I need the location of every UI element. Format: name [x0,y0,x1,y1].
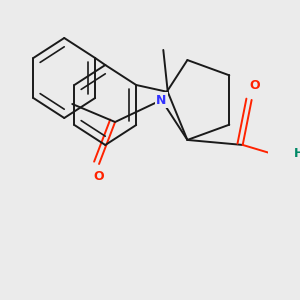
Text: N: N [156,94,167,106]
Text: O: O [249,80,260,92]
Text: O: O [94,169,104,182]
Text: H: H [294,147,300,161]
